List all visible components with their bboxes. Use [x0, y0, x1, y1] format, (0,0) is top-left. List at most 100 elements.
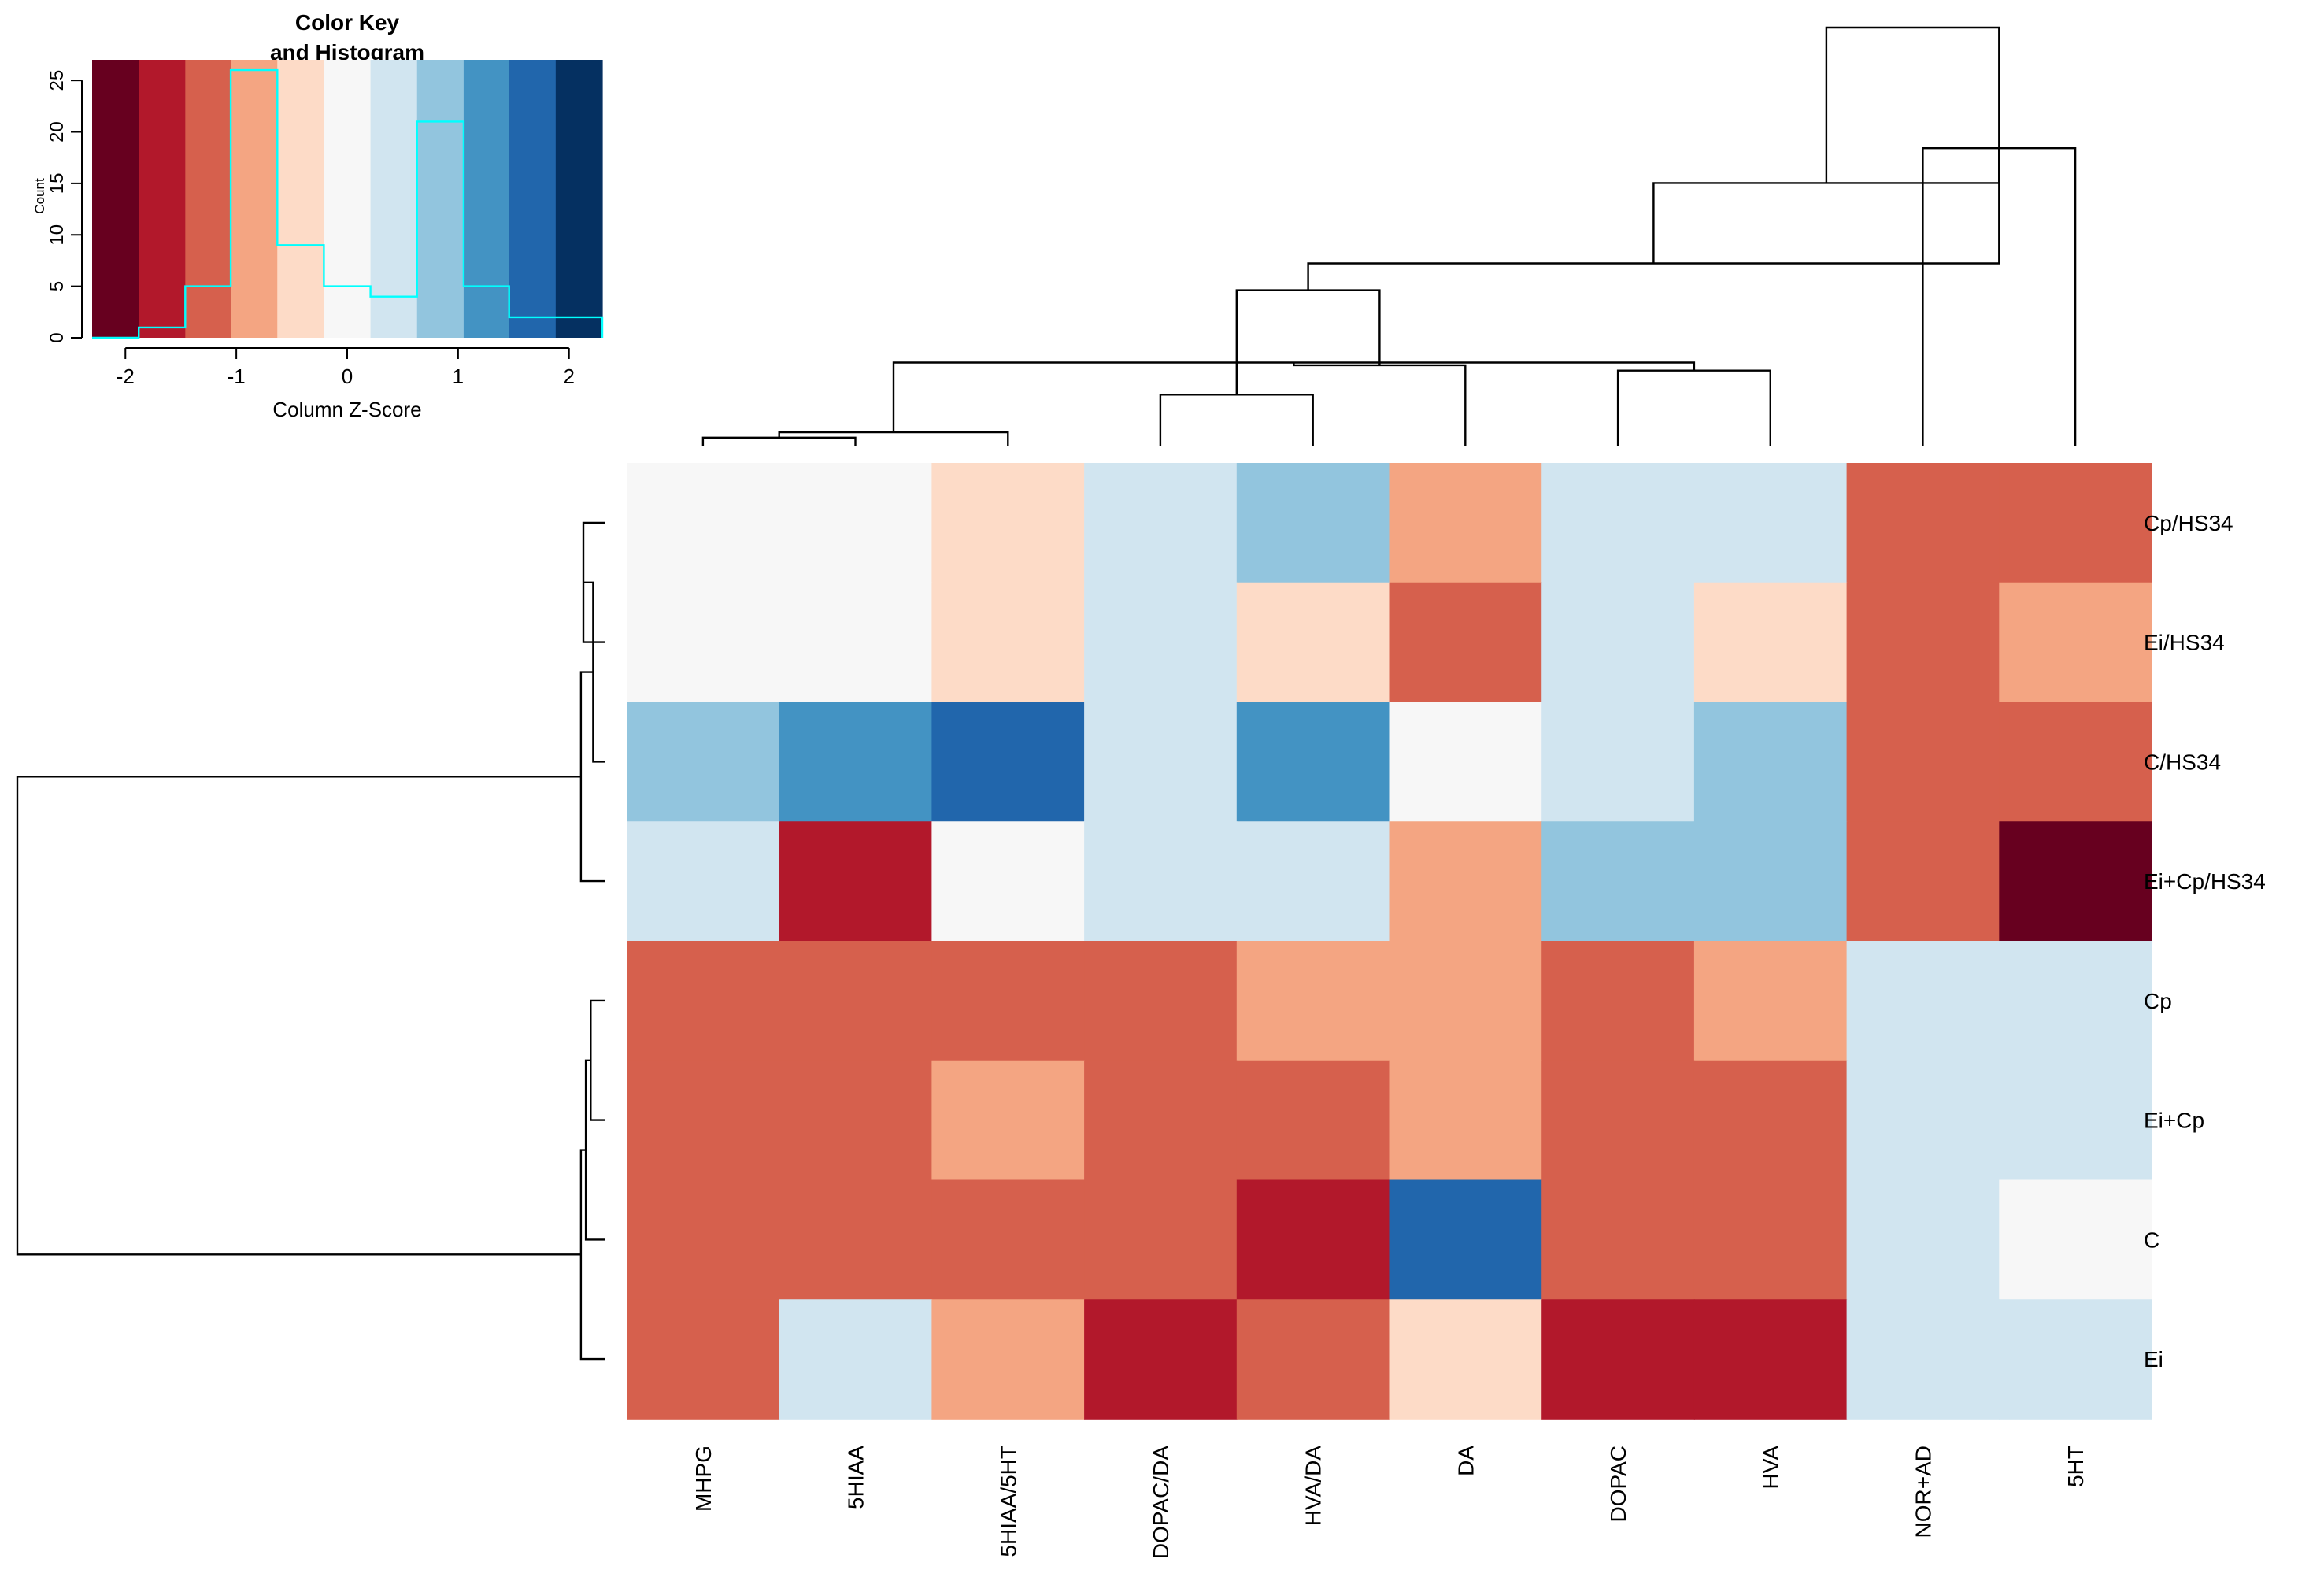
heatmap-cell [1236, 1179, 1390, 1301]
heatmap-cell [1541, 1179, 1695, 1301]
heatmap-cell [1236, 463, 1390, 583]
heatmap-cell [1084, 1060, 1238, 1181]
heatmap-cell [931, 941, 1085, 1061]
color-key-band [416, 60, 464, 338]
heatmap-cell [931, 821, 1085, 942]
row-label: C/HS34 [2144, 750, 2221, 774]
column-dendrogram-merge [778, 431, 1009, 446]
heatmap-cell [1541, 1060, 1695, 1181]
column-dendrogram-merge [701, 436, 857, 446]
color-key-band [231, 60, 278, 338]
heatmap-cell [1389, 1179, 1542, 1301]
heatmap-cell [779, 702, 933, 823]
color-key-band [509, 60, 557, 338]
histogram-step-line [92, 68, 604, 339]
heatmap-cell [1999, 941, 2152, 1061]
color-key-histogram: Color Key and Histogram -2 -1 0 1 2051015202… [32, 10, 604, 421]
heatmap-cell [627, 582, 780, 703]
heatmap-cell [1846, 821, 2000, 942]
row-dendrogram-merge [579, 1149, 605, 1361]
heatmap-cell [779, 582, 933, 703]
heatmap-cell [1693, 941, 1848, 1061]
column-label: 5HIAA/5HT [996, 1446, 1020, 1557]
row-dendrogram-merge [16, 776, 581, 1256]
color-key-y-tick-label: 5 [46, 281, 68, 291]
heatmap-cell [931, 1299, 1085, 1420]
column-label: MHPG [691, 1446, 716, 1512]
heatmap-cell [1999, 821, 2152, 942]
heatmap-cell [931, 1179, 1085, 1301]
heatmap-cell [779, 1299, 933, 1420]
heatmap-cell [1846, 463, 2000, 583]
heatmap-cell [627, 1179, 780, 1301]
heatmap-cell [1389, 941, 1542, 1061]
heatmap-cell [1846, 1060, 2000, 1181]
heatmap-cell [1084, 702, 1238, 823]
color-key-y-tick-label: 0 [46, 332, 68, 342]
heatmap-cell [627, 702, 780, 823]
heatmap-cell [1084, 821, 1238, 942]
heatmap-cell [1693, 1299, 1848, 1420]
heatmap-cell [1236, 941, 1390, 1061]
heatmap-cell [779, 1060, 933, 1181]
heatmap-cell [1541, 941, 1695, 1061]
heatmap-cell [1389, 1060, 1542, 1181]
heatmap-cell [1084, 582, 1238, 703]
heatmap-cell [1389, 582, 1542, 703]
heatmap-cell [1693, 1179, 1848, 1301]
column-label: DOPAC [1606, 1446, 1630, 1523]
color-key-band [555, 60, 603, 338]
color-key-band [139, 60, 186, 338]
color-key-title: Color Key [295, 10, 400, 35]
column-labels: MHPG 5HIAA 5HIAA/5HT DOPAC/DA HVA/DA DA DOPAC H… [691, 1446, 2088, 1559]
color-key-histogram-line [92, 68, 604, 339]
column-dendrogram-merge [1293, 362, 1467, 446]
heatmap-cell [931, 702, 1085, 823]
column-label: NOR+AD [1911, 1446, 1935, 1538]
heatmap-cell [627, 1299, 780, 1420]
heatmap-cell [779, 821, 933, 942]
heatmap-cell [627, 1060, 780, 1181]
color-key-y-tick-label: 10 [46, 224, 68, 246]
color-key-y-tick-label: 15 [46, 173, 68, 194]
row-dendrogram-merge [584, 1059, 605, 1241]
column-dendrogram-merge [892, 361, 1696, 432]
row-label: Ei [2144, 1347, 2163, 1372]
heatmap-cell [1693, 463, 1848, 583]
heatmap-cell [1693, 821, 1848, 942]
heatmap-cell [931, 582, 1085, 703]
column-dendrogram-merge [1235, 289, 1381, 395]
heatmap-cells [627, 463, 2152, 1420]
heatmap-cell [1389, 702, 1542, 823]
heatmap-cell [1846, 941, 2000, 1061]
heatmap-cell [1846, 1299, 2000, 1420]
heatmap-cell [1084, 1299, 1238, 1420]
heatmap-cell [1236, 821, 1390, 942]
column-label: DA [1453, 1446, 1478, 1476]
color-key-band [185, 60, 231, 338]
heatmap-cell [1084, 941, 1238, 1061]
row-label: Cp/HS34 [2144, 511, 2233, 535]
color-key-x-tick-label: -2 [117, 365, 135, 388]
color-key-x-tick-label: 0 [342, 365, 353, 388]
row-dendrogram [16, 521, 605, 1361]
heatmap-cell [1236, 1299, 1390, 1420]
heatmap-cell [1541, 821, 1695, 942]
heatmap-cell [1236, 702, 1390, 823]
color-key-x-tick-label: -1 [228, 365, 246, 388]
column-label: DOPAC/DA [1149, 1446, 1173, 1559]
heatmap-cell [1999, 1060, 2152, 1181]
heatmap-cell [1541, 702, 1695, 823]
color-key-band [277, 60, 325, 338]
color-key-xlabel: Column Z-Score [272, 398, 421, 421]
heatmap-cell [1999, 463, 2152, 583]
heatmap-cell [1084, 463, 1238, 583]
column-label: HVA [1759, 1446, 1783, 1490]
heatmap-cell [1084, 1179, 1238, 1301]
row-label: Ei+Cp/HS34 [2144, 869, 2266, 894]
heatmap-cell [779, 463, 933, 583]
heatmap-cell [1846, 1179, 2000, 1301]
heatmap-cell [1389, 1299, 1542, 1420]
